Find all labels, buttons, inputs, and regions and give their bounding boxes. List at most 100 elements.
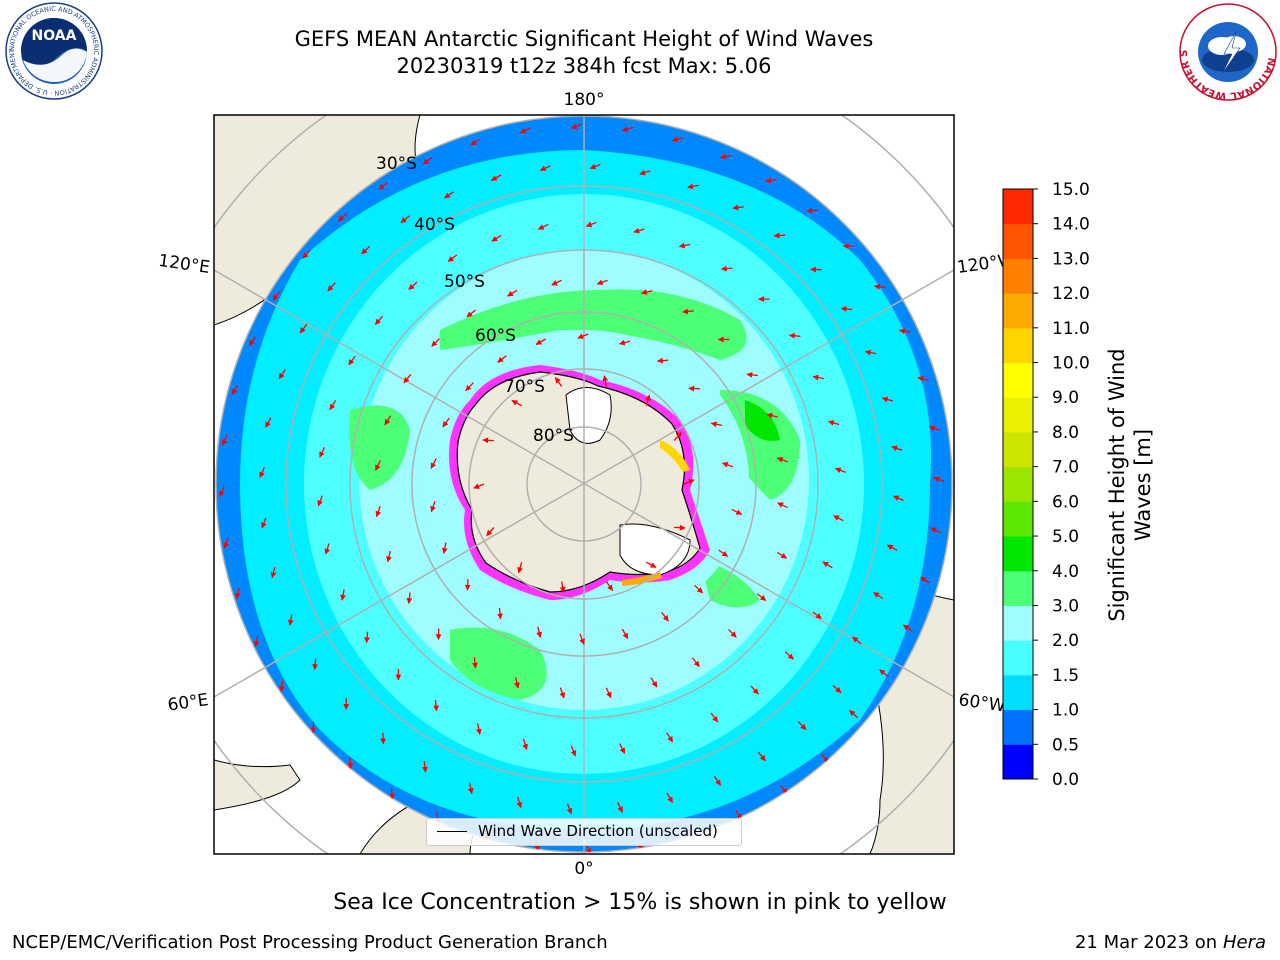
wind-wave-arrow <box>519 127 531 134</box>
wind-wave-arrow <box>812 611 822 620</box>
wind-wave-arrow <box>731 508 743 515</box>
colorbar-segment <box>1003 466 1033 502</box>
wind-wave-arrow <box>375 460 381 471</box>
wind-wave-arrow <box>765 177 777 184</box>
wind-wave-arrow <box>235 587 241 599</box>
wind-wave-arrow <box>864 349 877 356</box>
colorbar-segment <box>1003 536 1033 572</box>
colorbar-tick-label: 6.0 <box>1052 492 1079 512</box>
wind-wave-arrow <box>746 371 758 378</box>
wind-wave-arrow <box>539 165 551 172</box>
wind-wave-arrow <box>422 157 433 165</box>
lon-label-180: 180° <box>564 90 605 110</box>
wind-wave-arrow <box>773 232 786 239</box>
wind-wave-arrow <box>656 357 669 364</box>
wind-wave-arrow <box>602 375 609 387</box>
wind-wave-arrow <box>219 486 225 498</box>
wind-wave-arrow <box>589 163 601 170</box>
wind-wave-arrow <box>570 745 577 757</box>
wind-wave-arrow <box>535 338 547 346</box>
colorbar-tick-label: 13.0 <box>1052 249 1090 269</box>
wind-wave-arrow <box>516 796 523 809</box>
wind-wave-arrow <box>340 589 346 601</box>
colorbar-segment <box>1003 327 1033 364</box>
wind-wave-arrow <box>507 289 518 297</box>
wind-wave-arrow <box>710 712 719 723</box>
wind-wave-arrow <box>551 279 562 286</box>
wind-wave-arrow <box>639 169 651 176</box>
wind-wave-arrow <box>441 542 448 554</box>
wind-wave-arrow <box>666 792 674 804</box>
wind-wave-arrow <box>265 417 272 428</box>
graticule <box>214 115 954 854</box>
colorbar-tick-label: 5.0 <box>1052 527 1079 547</box>
noaa-logo-text: NOAA <box>32 28 77 44</box>
wind-wave-arrow <box>497 607 503 620</box>
wind-wave-arrow <box>430 501 436 513</box>
footer-host: Hera <box>1222 932 1266 953</box>
wind-wave-arrow <box>691 657 700 668</box>
colorbar-segment <box>1003 431 1033 468</box>
wind-wave-arrow <box>430 458 437 469</box>
wind-wave-arrow <box>475 723 482 735</box>
lon-label-0: 0° <box>574 859 593 879</box>
wind-wave-arrow <box>671 136 684 143</box>
wind-wave-arrow <box>278 369 286 380</box>
lat-label-30s: 30°S <box>376 154 417 174</box>
wind-wave-arrow <box>874 283 886 290</box>
wind-wave-arrow <box>833 515 844 522</box>
colorbar-tick-label: 14.0 <box>1052 215 1090 235</box>
wind-wave-arrow <box>840 306 853 312</box>
colorbar-tick-label: 2.0 <box>1052 631 1079 651</box>
colorbar-segment <box>1003 293 1033 329</box>
colorbar-label-line2: Waves [m] <box>1131 429 1155 541</box>
wind-wave-arrow <box>776 551 788 559</box>
wind-wave-arrow <box>431 338 440 347</box>
colorbar-segment <box>1003 189 1033 225</box>
wind-wave-arrow <box>329 399 337 411</box>
wind-wave-arrow <box>554 377 563 387</box>
wind-wave-arrow <box>577 333 589 339</box>
wind-wave-arrow <box>324 543 331 555</box>
wind-wave-arrow <box>470 138 481 146</box>
footer-date-text: 21 Mar 2023 on <box>1074 932 1218 953</box>
wind-wave-arrow <box>472 657 478 669</box>
lon-label-120e: 120°E <box>157 251 211 278</box>
wind-wave-arrow <box>302 249 311 259</box>
wind-wave-arrow <box>728 628 737 638</box>
wind-wave-arrow <box>879 669 889 678</box>
lat-label-80s: 80°S <box>533 426 574 446</box>
wind-wave-arrow <box>718 549 729 557</box>
wind-wave-arrow <box>497 355 507 363</box>
colorbar-segment <box>1003 501 1033 537</box>
wind-wave-arrow <box>822 561 833 569</box>
wind-wave-arrow <box>633 227 645 234</box>
wind-wave-arrow <box>694 584 704 594</box>
wind-wave-arrow <box>832 684 842 694</box>
colorbar-segment <box>1003 744 1033 780</box>
lon-label-60w: 60°W <box>957 690 1006 716</box>
wind-wave-arrow <box>641 289 653 295</box>
wind-wave-arrow <box>788 332 801 339</box>
wind-wave-arrow <box>720 265 733 272</box>
wind-wave-arrow <box>605 581 614 591</box>
colorbar-tick-label: 10.0 <box>1052 354 1090 374</box>
wind-wave-arrow <box>678 242 691 249</box>
wind-wave-arrow <box>486 526 495 537</box>
wind-wave-arrow <box>899 328 911 335</box>
wind-wave-arrow <box>522 738 528 751</box>
wind-wave-arrow <box>231 384 239 395</box>
wind-wave-arrow <box>585 221 597 228</box>
wind-wave-arrow <box>596 279 608 286</box>
lat-label-50s: 50°S <box>444 272 485 292</box>
wind-wave-arrow <box>482 437 494 444</box>
wind-wave-arrow <box>375 506 382 518</box>
wind-wave-arrow <box>378 181 388 190</box>
wind-wave-arrow <box>605 687 612 699</box>
wind-wave-arrow <box>248 336 257 347</box>
colorbar-tick-label: 15.0 <box>1052 180 1090 200</box>
colorbar-segment <box>1003 258 1033 294</box>
noaa-logo: NATIONAL OCEANIC AND ATMOSPHERIC ADMINIS… <box>5 2 103 100</box>
legend-label: Wind Wave Direction (unscaled) <box>478 822 718 840</box>
wind-wave-arrow <box>422 761 428 773</box>
